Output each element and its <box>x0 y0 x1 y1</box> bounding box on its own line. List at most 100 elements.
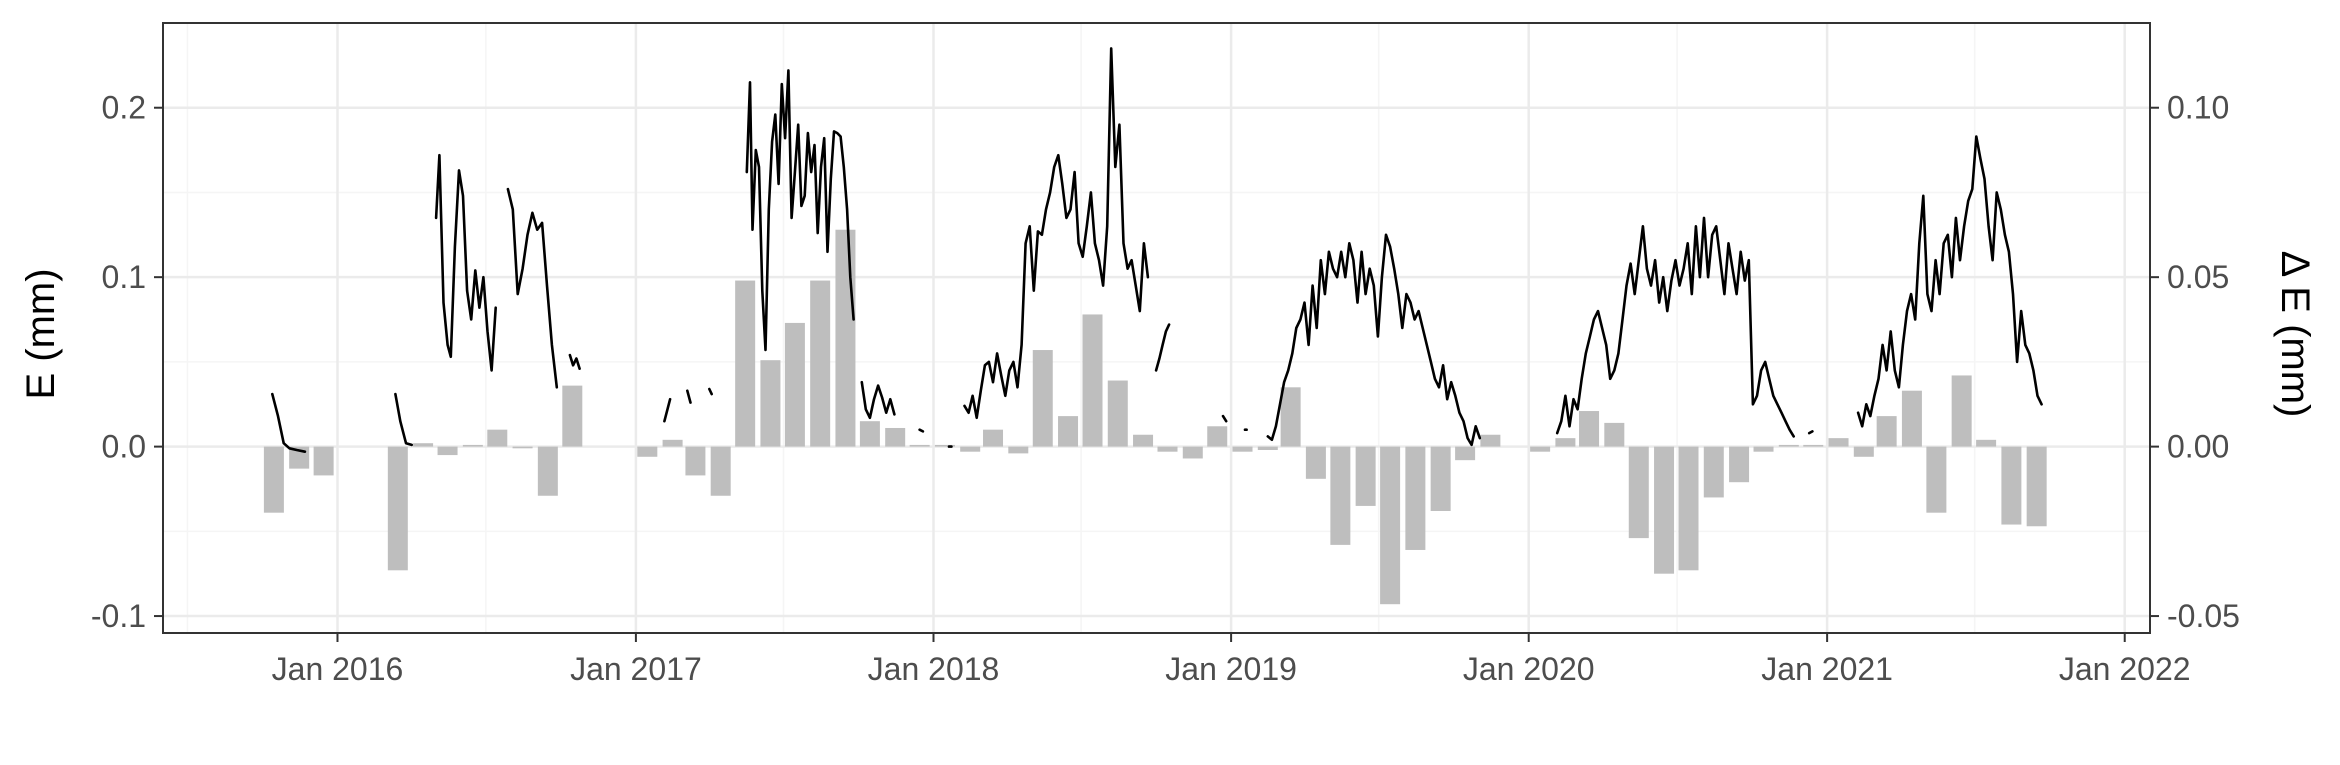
line-segment <box>1266 233 1482 447</box>
line-segment <box>1221 414 1228 423</box>
bar <box>662 439 683 447</box>
bar <box>1082 314 1103 447</box>
bar <box>1555 438 1576 447</box>
y2-tick-label: 0.00 <box>2167 429 2229 465</box>
bar <box>313 446 334 476</box>
line-segment <box>1807 430 1814 435</box>
bar <box>1355 446 1376 506</box>
bar <box>859 421 880 447</box>
bar <box>263 446 284 513</box>
bar <box>1380 446 1401 605</box>
bar <box>885 427 906 447</box>
bar <box>1107 380 1128 447</box>
bar <box>1853 446 1874 457</box>
bar <box>1703 446 1724 498</box>
y2-axis-title: Δ E (mm) <box>2273 251 2317 418</box>
bar <box>1530 446 1551 452</box>
line-segment <box>394 392 414 447</box>
line-segment <box>663 397 672 423</box>
bar <box>1628 446 1649 539</box>
y2-tick-label: 0.10 <box>2167 90 2229 126</box>
grid <box>163 22 2150 633</box>
line-segment <box>568 353 581 371</box>
bar <box>1133 434 1154 447</box>
bar <box>934 444 955 447</box>
x-tick-label: Jan 2017 <box>570 651 702 687</box>
bar <box>462 444 483 447</box>
bar <box>1207 426 1228 447</box>
panel-border <box>162 22 2151 634</box>
line-segment <box>434 153 498 372</box>
y-tick-label: -0.1 <box>91 598 146 634</box>
bar <box>1579 411 1600 447</box>
bar <box>387 446 408 571</box>
y-tick-label: 0.0 <box>102 429 146 465</box>
bar <box>1032 350 1053 447</box>
bar <box>1480 434 1501 447</box>
bar <box>685 446 706 476</box>
bar <box>710 446 731 496</box>
bar <box>983 429 1004 447</box>
y-tick-label: 0.1 <box>102 259 146 295</box>
bar <box>1257 446 1278 450</box>
bar <box>1058 416 1079 447</box>
bar <box>1604 422 1625 447</box>
bar <box>1182 446 1203 459</box>
bar <box>1778 444 1799 447</box>
bar <box>1232 446 1253 452</box>
x-tick-label: Jan 2016 <box>272 651 404 687</box>
line-segment <box>860 380 896 420</box>
bar <box>413 443 434 447</box>
bar <box>909 444 930 447</box>
bar <box>1654 446 1675 574</box>
bar <box>437 446 458 456</box>
y2-axis-tick-labels: -0.05 0.00 0.05 0.10 <box>2167 90 2240 634</box>
bar <box>1901 390 1922 447</box>
bar <box>1803 444 1824 447</box>
line-segment <box>963 47 1150 420</box>
bar <box>1828 438 1849 447</box>
y2-tick-label: -0.05 <box>2167 598 2240 634</box>
bar <box>2026 446 2047 527</box>
line-segment <box>707 387 714 396</box>
x-tick-label: Jan 2020 <box>1463 651 1595 687</box>
bar <box>1330 446 1351 545</box>
bar <box>1926 446 1947 513</box>
x-axis-tick-labels: Jan 2016 Jan 2017 Jan 2018 Jan 2019 Jan 2020… <box>272 651 2191 687</box>
bar <box>1976 439 1997 447</box>
y-axis-tick-labels: -0.1 0.0 0.1 0.2 <box>91 90 146 634</box>
ticks <box>154 106 2159 642</box>
bar <box>1280 387 1301 447</box>
bar <box>735 280 756 447</box>
bar <box>562 385 583 447</box>
bar <box>1157 446 1178 452</box>
bar <box>1008 446 1029 454</box>
bar <box>1430 446 1451 511</box>
bar <box>784 322 805 447</box>
bar <box>637 446 658 457</box>
line-segment <box>1154 323 1171 372</box>
bar <box>1876 416 1897 447</box>
x-tick-label: Jan 2019 <box>1165 651 1297 687</box>
x-tick-label: Jan 2022 <box>2059 651 2191 687</box>
bar <box>1305 446 1326 479</box>
bar <box>960 446 981 452</box>
bar <box>1455 446 1476 461</box>
line-segment <box>685 389 692 404</box>
bar <box>835 229 856 447</box>
line-segment <box>270 392 307 454</box>
line-segment <box>918 428 925 433</box>
bar <box>1729 446 1750 483</box>
line-segment <box>1555 216 1795 438</box>
line-segment <box>745 69 855 352</box>
y-axis-title: E (mm) <box>19 268 63 399</box>
x-tick-label: Jan 2021 <box>1761 651 1893 687</box>
line-segment <box>1856 135 2043 428</box>
bar <box>512 446 533 449</box>
bar <box>760 360 781 447</box>
bar <box>1678 446 1699 571</box>
bar <box>1753 446 1774 452</box>
